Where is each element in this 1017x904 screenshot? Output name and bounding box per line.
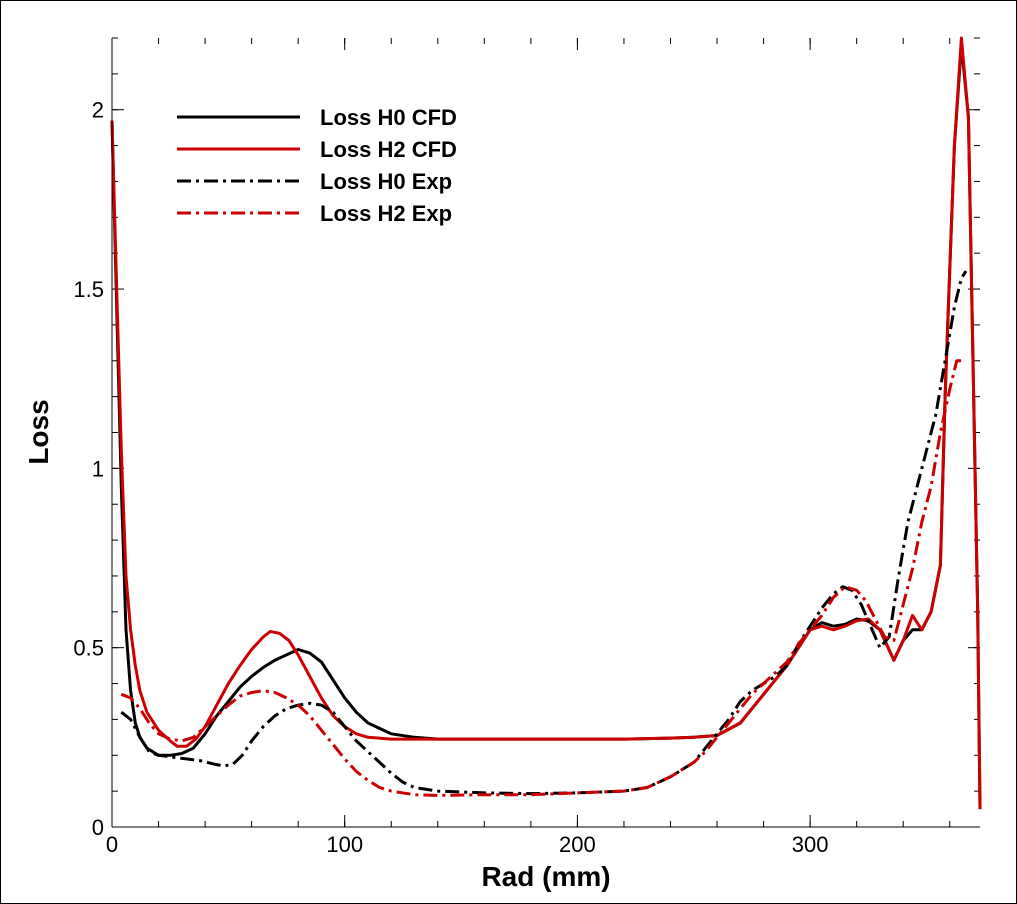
- tick-marks: [111, 37, 980, 828]
- x-tick-label: 100: [326, 832, 363, 857]
- y-axis-title: Loss: [23, 399, 54, 464]
- series-line-4: [120, 359, 964, 797]
- y-tick-label: 1: [92, 456, 104, 481]
- y-tick-label: 2: [92, 98, 104, 123]
- legend-label-4: Loss H2 Exp: [320, 201, 452, 226]
- legend-label-3: Loss H0 Exp: [320, 169, 452, 194]
- x-axis-title: Rad (mm): [481, 861, 610, 892]
- plot-frame: [111, 38, 980, 828]
- legend-label-2: Loss H2 CFD: [320, 137, 457, 162]
- data-series: [110, 36, 982, 810]
- legend: Loss H0 CFD Loss H2 CFD Loss H0 Exp Loss H2…: [177, 105, 457, 226]
- x-tick-label: 0: [106, 832, 118, 857]
- series-line-3: [120, 270, 968, 796]
- x-tick-label: 300: [792, 832, 829, 857]
- series-line-2: [110, 36, 982, 810]
- legend-label-1: Loss H0 CFD: [320, 105, 457, 130]
- tick-labels: 0 100 200 300 0 0.5 1 1.5 2: [73, 98, 828, 857]
- y-tick-label: 0: [92, 815, 104, 840]
- y-tick-label: 0.5: [73, 636, 104, 661]
- x-tick-label: 200: [559, 832, 596, 857]
- series-line-1: [110, 43, 982, 810]
- y-tick-label: 1.5: [73, 277, 104, 302]
